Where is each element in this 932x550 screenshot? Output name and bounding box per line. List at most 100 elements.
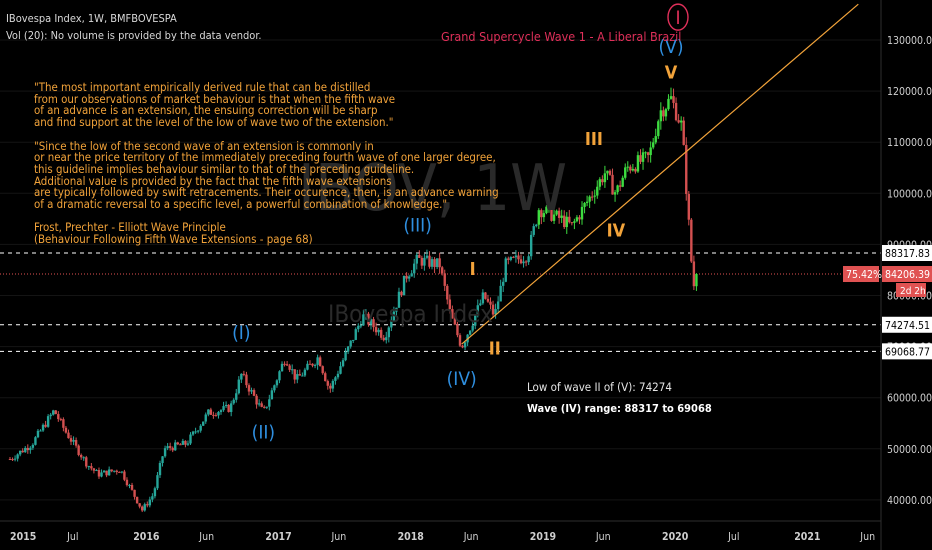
candle-body [44, 424, 47, 427]
candle-body [278, 371, 281, 381]
trendline [461, 3, 859, 345]
candle-body [41, 424, 45, 431]
candle-body [115, 470, 118, 472]
candle-body [359, 325, 363, 327]
candle-body [657, 121, 660, 137]
candle-body [563, 215, 566, 228]
candle-body [682, 120, 685, 145]
wave-label: (III) [403, 215, 431, 237]
candle-body [326, 381, 329, 386]
candle-body [334, 377, 337, 381]
candle-body [16, 454, 19, 459]
candle-body [504, 258, 507, 282]
candle-body [97, 470, 101, 477]
candle-body [252, 390, 256, 396]
candle-body [669, 96, 673, 99]
candle-body [476, 305, 479, 316]
candle-body [458, 335, 462, 346]
candle-body [207, 409, 210, 415]
candle-body [463, 342, 467, 348]
candle-body [435, 258, 439, 267]
x-tick-label: 2020 [662, 531, 689, 543]
candle-body [446, 285, 449, 300]
candle-body [443, 273, 446, 286]
candle-body [39, 430, 42, 432]
candle-body [100, 472, 103, 477]
candle-body [331, 380, 335, 389]
candle-body [519, 259, 523, 264]
candle-body [189, 434, 192, 444]
candle-body [644, 152, 647, 154]
candle-body [34, 437, 37, 445]
note-low-wave-ii: Low of wave II of (V): 74274 [527, 380, 672, 394]
candle-body [392, 311, 396, 321]
candle-body [118, 471, 121, 473]
candle-body [194, 431, 197, 433]
candle-body [489, 301, 492, 305]
candle-body [110, 469, 113, 472]
candle-body [18, 450, 22, 455]
candle-body [517, 255, 520, 260]
candle-body [372, 319, 375, 328]
x-tick-label: Jun [595, 531, 611, 543]
x-tick-label: Jun [331, 531, 347, 543]
level-tag-label: 74274.51 [885, 320, 930, 332]
candle-body [527, 256, 530, 263]
time-axis[interactable]: 2015 Jul 2016 Jun 2017 Jun 2018 Jun 2019 Jun 2020 J… [10, 531, 875, 543]
candle-body [49, 414, 52, 417]
candle-body [263, 406, 266, 408]
symbol-title[interactable]: IBovespa Index, 1W, BMFBOVESPA [6, 12, 177, 25]
candle-body [471, 325, 474, 331]
candle-body [329, 385, 332, 389]
candle-body [120, 471, 124, 473]
wave-label: III [585, 129, 603, 150]
level-tag-bg [882, 244, 932, 261]
candle-body [428, 255, 431, 267]
candle-body [128, 484, 131, 486]
candle-body [451, 309, 454, 319]
candle-body [151, 496, 154, 500]
candle-body [397, 291, 401, 308]
candle-body [418, 254, 421, 258]
wave-label: (I) [232, 322, 250, 344]
candle-body [125, 479, 129, 486]
candle-body [202, 421, 205, 426]
candle-body [313, 364, 317, 366]
candle-body [265, 406, 268, 408]
candle-body [59, 419, 63, 421]
candle-body [161, 456, 164, 463]
candle-body [354, 329, 357, 340]
candle-body [364, 313, 368, 315]
wave-label: (II) [252, 422, 275, 444]
chart-annotation-title: Grand Supercycle Wave 1 - A Liberal Braz… [441, 29, 682, 44]
candle-body [87, 466, 91, 468]
candle-body [626, 166, 629, 168]
candle-body [46, 416, 50, 427]
candle-body [311, 363, 314, 366]
wave-label-grand-supercycle: I [675, 7, 680, 29]
candle-body [143, 504, 146, 511]
wave-label: V [665, 62, 678, 83]
candle-body [268, 399, 271, 407]
candle-body [57, 414, 60, 420]
candle-body [552, 214, 556, 221]
candle-body [341, 360, 345, 367]
candle-body [687, 193, 690, 220]
candle-body [499, 285, 502, 302]
candle-body [573, 221, 576, 223]
candle-body [67, 432, 70, 439]
volume-indicator-label[interactable]: Vol (20): No volume is provided by the d… [6, 29, 262, 42]
candle-body [146, 504, 149, 506]
candle-body [36, 430, 40, 438]
candle-body [550, 206, 553, 221]
x-tick-label: Jun [859, 531, 875, 543]
candle-body [64, 427, 68, 433]
candle-body [69, 438, 73, 442]
candle-body [685, 144, 688, 194]
candle-body [654, 136, 657, 143]
candle-body [557, 210, 561, 218]
candle-body [52, 410, 55, 415]
trendline-layer [461, 3, 859, 345]
